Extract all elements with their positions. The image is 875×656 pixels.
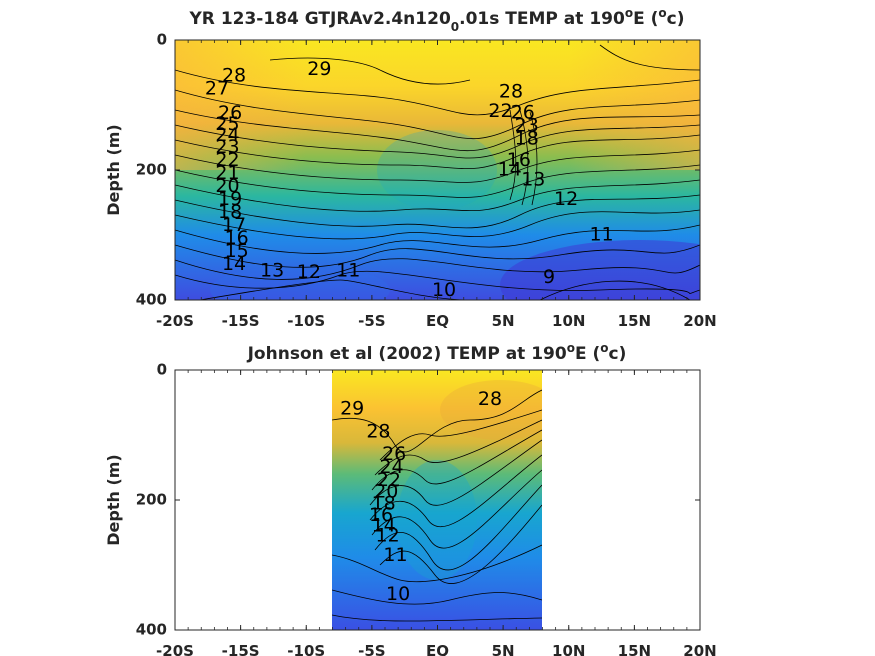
bottom-contour-lines	[332, 389, 542, 622]
top-contour-label: 9	[543, 266, 555, 288]
top-contour-label: 23	[215, 136, 239, 158]
bottom-contour-label: 28	[478, 388, 502, 410]
top-contour-label: 15	[225, 240, 249, 262]
bottom-contour-label: 24	[379, 456, 403, 478]
top-chart-title: YR 123-184 GTJRAv2.4n1200.01s TEMP at 19…	[189, 6, 685, 34]
bottom-x-tick-label: -20S	[156, 642, 194, 656]
top-x-tick-label: 10N	[552, 312, 585, 330]
top-y-tick-label: 200	[136, 161, 167, 179]
bottom-contour-label: 26	[382, 443, 406, 465]
top-contour-label: 26	[511, 101, 535, 123]
top-contour-label: 18	[515, 127, 539, 149]
bottom-x-tick-label: 15N	[618, 642, 651, 656]
bottom-contour-label: 16	[369, 504, 393, 526]
top-contour-label: 12	[554, 188, 578, 210]
top-contour-label: 14	[222, 253, 246, 275]
top-y-tick-label: 400	[136, 291, 167, 309]
top-contour-label: 11	[336, 259, 360, 281]
top-x-tick-label: 20N	[683, 312, 716, 330]
bottom-y-tick-label: 0	[157, 361, 167, 379]
bottom-contour-label: 12	[376, 524, 400, 546]
top-contour-label: 16	[507, 149, 531, 171]
top-contour-label: 25	[215, 113, 239, 135]
bottom-x-tick-label: 10N	[552, 642, 585, 656]
bottom-contour-label: 11	[383, 544, 407, 566]
top-y-tick-label: 0	[157, 31, 167, 49]
top-contour-label: 28	[222, 64, 246, 86]
top-ticks: -20S -15S -10S -5S EQ 5N 10N 15N 20N 0 200 400	[136, 31, 717, 331]
top-contour-label: 13	[260, 259, 284, 281]
bottom-chart-title: Johnson et al (2002) TEMP at 190oE (oc)	[247, 341, 627, 364]
bottom-heatmap	[332, 370, 542, 630]
top-contour-label: 13	[521, 168, 545, 190]
bottom-contour-label: 10	[386, 583, 410, 605]
top-x-tick-label: EQ	[426, 312, 449, 330]
bottom-x-tick-label: EQ	[426, 642, 449, 656]
top-x-tick-label: -5S	[358, 312, 385, 330]
bottom-x-tick-label: -10S	[287, 642, 325, 656]
top-contour-label: 28	[499, 81, 523, 103]
top-contour-label: 23	[515, 114, 539, 136]
top-heatmap	[175, 40, 700, 300]
top-contour-label: 22	[488, 100, 512, 122]
top-contour-label: 16	[225, 227, 249, 249]
top-contour-label: 20	[215, 175, 239, 197]
top-contour-label: 11	[589, 224, 613, 246]
top-contour-label: 27	[205, 77, 229, 99]
top-contour-label: 24	[215, 124, 239, 146]
top-panel: YR 123-184 GTJRAv2.4n1200.01s TEMP at 19…	[104, 6, 717, 331]
bottom-contour-label: 22	[377, 469, 401, 491]
bottom-x-tick-label: 5N	[492, 642, 515, 656]
top-x-tick-label: 5N	[492, 312, 515, 330]
bottom-contour-label: 18	[372, 492, 396, 514]
top-contour-label: 12	[297, 261, 321, 283]
top-x-tick-label: -15S	[222, 312, 260, 330]
top-contour-label: 21	[215, 162, 239, 184]
top-contour-label: 14	[498, 159, 522, 181]
bottom-contour-label: 28	[366, 420, 390, 442]
top-contour-label: 10	[432, 279, 456, 301]
top-contour-label: 18	[218, 201, 242, 223]
top-x-tick-label: -20S	[156, 312, 194, 330]
bottom-ticks: -20S -15S -10S -5S EQ 5N 10N 15N 20N 0 200 400	[136, 361, 717, 656]
bottom-y-tick-label: 400	[136, 621, 167, 639]
top-x-tick-label: 15N	[618, 312, 651, 330]
bottom-x-tick-label: -5S	[358, 642, 385, 656]
bottom-contour-label: 14	[372, 515, 396, 537]
bottom-x-tick-label: -15S	[222, 642, 260, 656]
top-contour-label: 17	[222, 214, 246, 236]
top-contour-label: 22	[215, 149, 239, 171]
bottom-contour-label: 20	[374, 481, 398, 503]
bottom-y-axis-label: Depth (m)	[104, 454, 123, 546]
top-contour-label: 19	[218, 188, 242, 210]
bottom-contour-label: 29	[340, 398, 364, 420]
bottom-y-tick-label: 200	[136, 491, 167, 509]
bottom-x-tick-label: 20N	[683, 642, 716, 656]
bottom-panel: Johnson et al (2002) TEMP at 190oE (oc)	[104, 341, 717, 656]
top-contour-lines	[175, 44, 700, 300]
top-y-axis-label: Depth (m)	[104, 124, 123, 216]
top-contour-label: 26	[218, 102, 242, 124]
top-contour-label: 29	[307, 58, 331, 80]
top-x-tick-label: -10S	[287, 312, 325, 330]
